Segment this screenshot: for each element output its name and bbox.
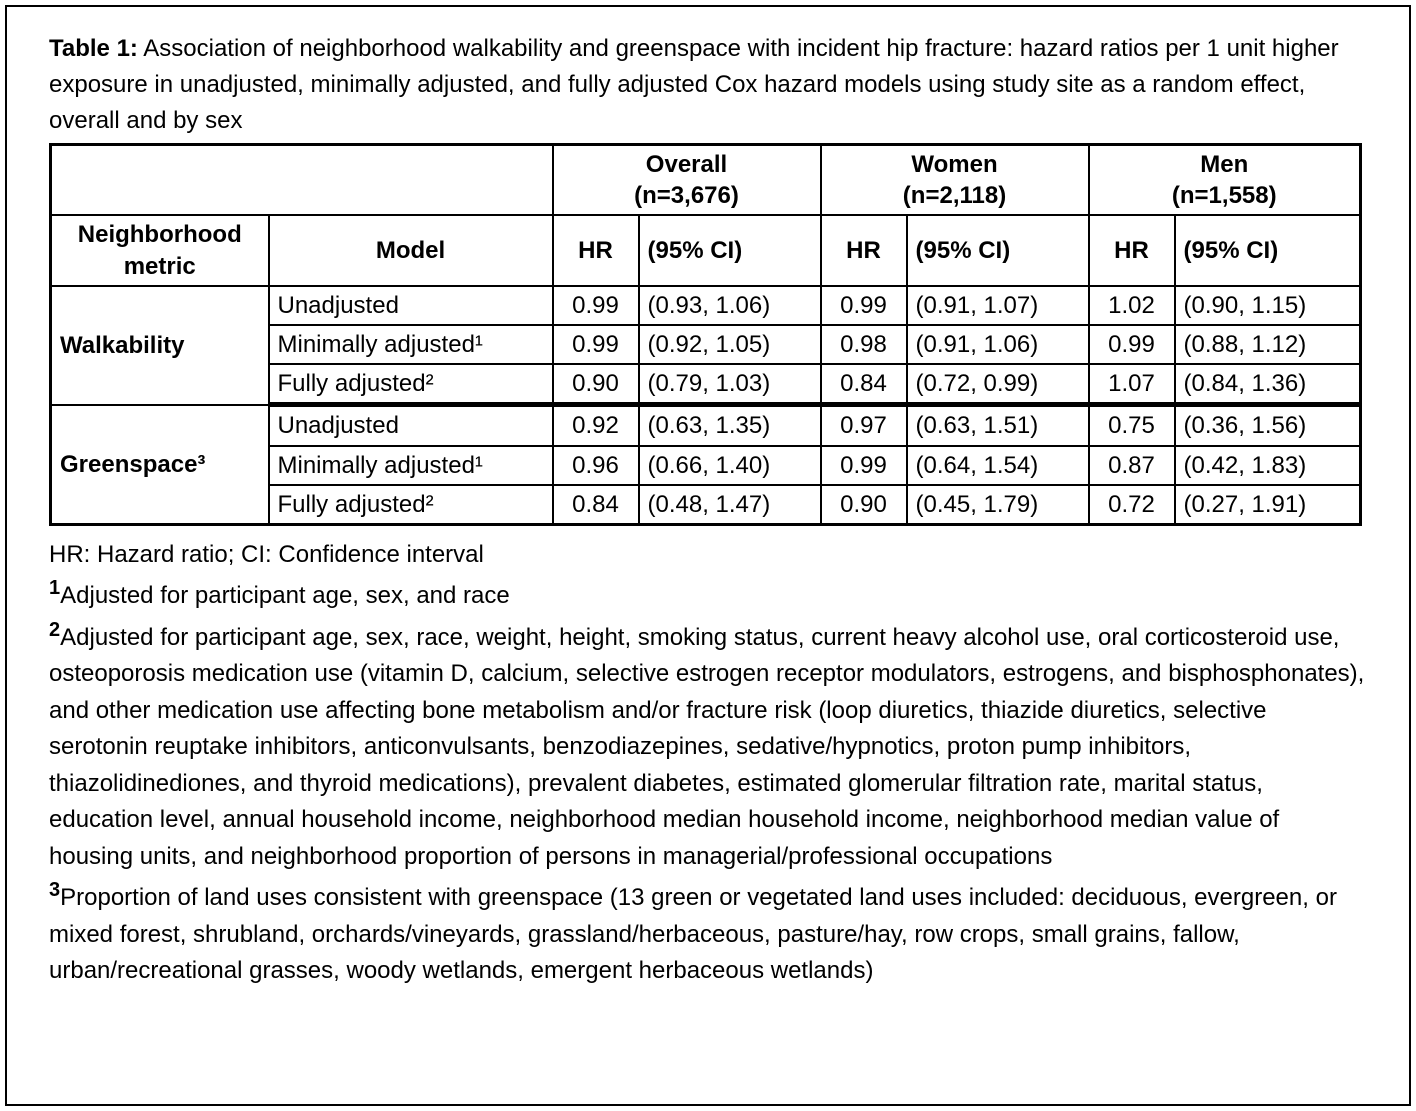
group-header-men: Men (n=1,558)	[1087, 143, 1362, 217]
ci-value: (0.90, 1.15)	[1173, 284, 1362, 326]
table-row: Minimally adjusted¹ 0.99 (0.92, 1.05) 0.…	[51, 323, 1362, 366]
ci-value: (0.84, 1.36)	[1173, 363, 1362, 408]
ci-value: (0.27, 1.91)	[1173, 483, 1362, 526]
hr-value: 0.92	[551, 403, 640, 447]
group-n: (n=3,676)	[634, 182, 739, 210]
hr-value: 0.98	[819, 323, 908, 366]
ci-value: (0.72, 0.99)	[905, 363, 1090, 408]
ci-value: (0.91, 1.07)	[905, 284, 1090, 326]
hr-value: 0.87	[1087, 444, 1176, 486]
table-number: Table 1:	[49, 35, 138, 62]
footnote-1: 1Adjusted for participant age, sex, and …	[49, 573, 1367, 614]
ci-value: (0.92, 1.05)	[637, 323, 822, 366]
ci-value: (0.93, 1.06)	[637, 284, 822, 326]
document-page: Table 1: Association of neighborhood wal…	[5, 5, 1411, 1106]
column-header-row: Neighborhood metric Model HR (95% CI) HR…	[49, 214, 1362, 287]
ci-value: (0.64, 1.54)	[905, 444, 1090, 486]
footnote-text: Proportion of land uses consistent with …	[49, 884, 1337, 985]
footnotes: HR: Hazard ratio; CI: Confidence interva…	[49, 532, 1367, 990]
ci-value: (0.48, 1.47)	[637, 483, 822, 526]
results-table: Overall (n=3,676) Women (n=2,118) Men (n…	[49, 143, 1362, 526]
footnote-text: Adjusted for participant age, sex, race,…	[49, 623, 1365, 870]
hr-value: 1.07	[1087, 363, 1176, 408]
table-row: Fully adjusted² 0.84 (0.48, 1.47) 0.90 (…	[51, 483, 1362, 526]
hr-value: 0.72	[1087, 483, 1176, 526]
hr-header-overall: HR	[551, 214, 640, 287]
footnote-2: 2Adjusted for participant age, sex, race…	[49, 615, 1367, 875]
hr-value: 0.99	[819, 284, 908, 326]
ci-header-overall: (95% CI)	[637, 214, 822, 287]
table-caption: Association of neighborhood walkability …	[49, 35, 1339, 134]
footnote-marker: 1	[49, 577, 61, 600]
metric-header-line2: metric	[123, 252, 196, 280]
table-title: Table 1: Association of neighborhood wal…	[49, 31, 1367, 139]
group-label: Overall	[645, 151, 728, 178]
footnote-marker: 2	[49, 618, 61, 641]
model-cell: Fully adjusted²	[267, 483, 554, 526]
corner-cell	[49, 143, 554, 217]
footnote-text: HR: Hazard ratio; CI: Confidence interva…	[49, 540, 484, 568]
model-cell: Unadjusted	[267, 284, 554, 326]
group-header-women: Women (n=2,118)	[819, 143, 1090, 217]
ci-header-women: (95% CI)	[905, 214, 1090, 287]
ci-value: (0.36, 1.56)	[1173, 403, 1362, 447]
hr-value: 0.97	[819, 403, 908, 447]
hr-value: 0.99	[819, 444, 908, 486]
ci-value: (0.79, 1.03)	[637, 363, 822, 408]
hr-value: 0.96	[551, 444, 640, 486]
model-column-header: Model	[267, 214, 554, 287]
ci-value: (0.45, 1.79)	[905, 483, 1090, 526]
footnote-abbreviations: HR: Hazard ratio; CI: Confidence interva…	[49, 532, 1367, 573]
group-n: (n=1,558)	[1171, 182, 1277, 210]
footnote-3: 3Proportion of land uses consistent with…	[49, 875, 1367, 989]
model-cell: Unadjusted	[267, 403, 554, 447]
hr-value: 0.99	[551, 323, 640, 366]
group-label: Women	[911, 151, 998, 178]
hr-header-men: HR	[1087, 214, 1176, 287]
group-header-overall: Overall (n=3,676)	[551, 143, 822, 217]
hr-value: 0.90	[819, 483, 908, 526]
ci-value: (0.91, 1.06)	[905, 323, 1090, 366]
table-row: Fully adjusted² 0.90 (0.79, 1.03) 0.84 (…	[51, 363, 1362, 408]
metric-cell-greenspace: Greenspace³	[49, 403, 270, 526]
ci-value: (0.63, 1.51)	[905, 403, 1090, 447]
metric-cell-walkability: Walkability	[49, 284, 270, 406]
hr-value: 0.99	[551, 284, 640, 326]
group-label: Men	[1200, 151, 1249, 178]
hr-value: 0.84	[551, 483, 640, 526]
table-row: Walkability Unadjusted 0.99 (0.93, 1.06)…	[49, 284, 1362, 406]
ci-value: (0.63, 1.35)	[637, 403, 822, 447]
hr-value: 0.99	[1087, 323, 1176, 366]
ci-value: (0.42, 1.83)	[1173, 444, 1362, 486]
ci-value: (0.88, 1.12)	[1173, 323, 1362, 366]
model-cell: Minimally adjusted¹	[267, 444, 554, 486]
hr-value: 0.75	[1087, 403, 1176, 447]
metric-header-line1: Neighborhood	[77, 221, 242, 249]
hr-value: 0.90	[551, 363, 640, 408]
metric-column-header: Neighborhood metric	[49, 214, 270, 287]
model-cell: Fully adjusted²	[267, 363, 554, 408]
hr-value: 1.02	[1087, 284, 1176, 326]
footnote-marker: 3	[49, 879, 61, 902]
hr-value: 0.84	[819, 363, 908, 408]
ci-value: (0.66, 1.40)	[637, 444, 822, 486]
table-row: Minimally adjusted¹ 0.96 (0.66, 1.40) 0.…	[51, 444, 1362, 486]
group-n: (n=2,118)	[902, 182, 1007, 210]
hr-header-women: HR	[819, 214, 908, 287]
footnote-text: Adjusted for participant age, sex, and r…	[60, 582, 510, 610]
group-header-row: Overall (n=3,676) Women (n=2,118) Men (n…	[49, 143, 1362, 217]
ci-header-men: (95% CI)	[1173, 214, 1362, 287]
model-cell: Minimally adjusted¹	[267, 323, 554, 366]
table-row: Greenspace³ Unadjusted 0.92 (0.63, 1.35)…	[49, 403, 1362, 526]
